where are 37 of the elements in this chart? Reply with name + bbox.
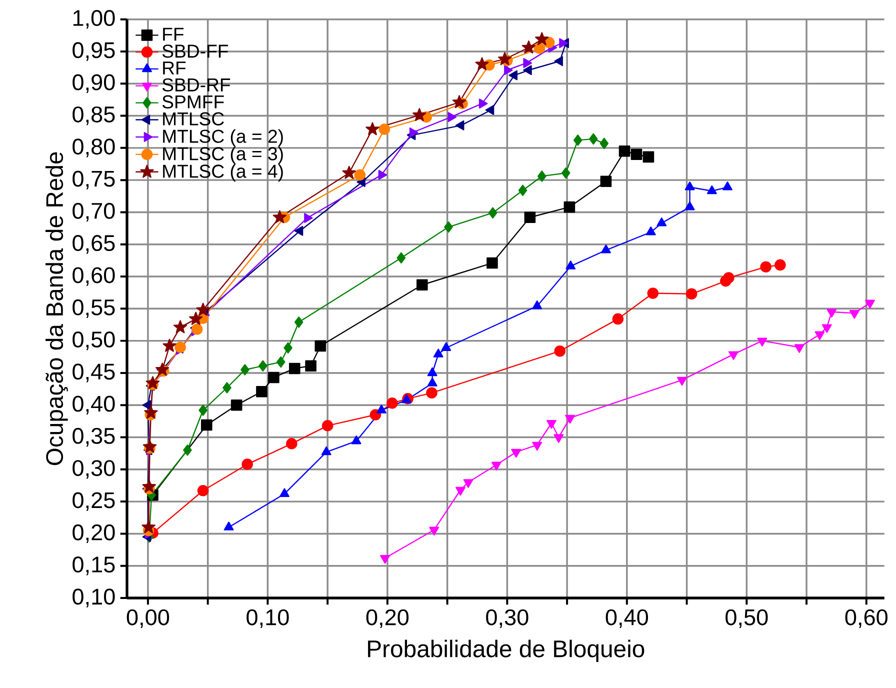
y-tick-label: 0,25 — [72, 492, 115, 511]
y-tick-label: 0,45 — [72, 364, 115, 382]
y-tick-label: 0,50 — [72, 331, 115, 350]
x-tick-label: 0,60 — [845, 609, 888, 628]
y-axis-title: Ocupação da Banda de Rede — [46, 152, 68, 466]
y-tick-label: 0,30 — [72, 460, 115, 479]
legend-label: RF — [163, 62, 186, 74]
legend-label: MTLSC (a = 2) — [163, 129, 283, 147]
y-tick-label: 0,85 — [72, 106, 115, 126]
legend-label: SBD-RF — [162, 78, 230, 92]
y-tick-label: 0,70 — [72, 202, 115, 222]
y-tick-label: 0,55 — [72, 299, 115, 318]
legend-label: SBD-FF — [162, 44, 228, 58]
y-tick-label: 0,20 — [72, 524, 115, 544]
y-tick-label: 0,95 — [72, 42, 115, 61]
y-tick-label: 0,15 — [72, 556, 115, 576]
y-tick-label: 0,65 — [72, 235, 115, 254]
x-tick-label: 0,10 — [246, 609, 289, 628]
y-tick-label: 0,10 — [72, 588, 115, 608]
x-tick-label: 0,50 — [726, 609, 768, 628]
y-tick-label: 0,75 — [72, 170, 115, 190]
legend-label: MTLSC (a = 4) — [163, 164, 283, 182]
legend-label: MTLSC (a = 3) — [163, 146, 283, 164]
y-tick-label: 0,40 — [72, 396, 115, 414]
x-axis-title: Probabilidade de Bloqueio — [368, 640, 644, 662]
x-tick-label: 0,40 — [606, 609, 648, 628]
y-tick-label: 0,90 — [72, 74, 115, 93]
legend-label: MTLSC — [163, 112, 224, 126]
x-tick-label: 0,20 — [366, 609, 409, 628]
y-tick-label: 1,00 — [73, 10, 115, 29]
y-tick-label: 0,80 — [72, 138, 115, 158]
x-tick-label: 0,30 — [486, 609, 528, 628]
x-tick-label: 0,00 — [126, 609, 170, 628]
y-tick-label: 0,35 — [72, 428, 115, 447]
y-tick-label: 0,60 — [72, 267, 115, 286]
legend-label: FF — [163, 28, 184, 41]
legend-label: SPMFF — [162, 95, 224, 108]
